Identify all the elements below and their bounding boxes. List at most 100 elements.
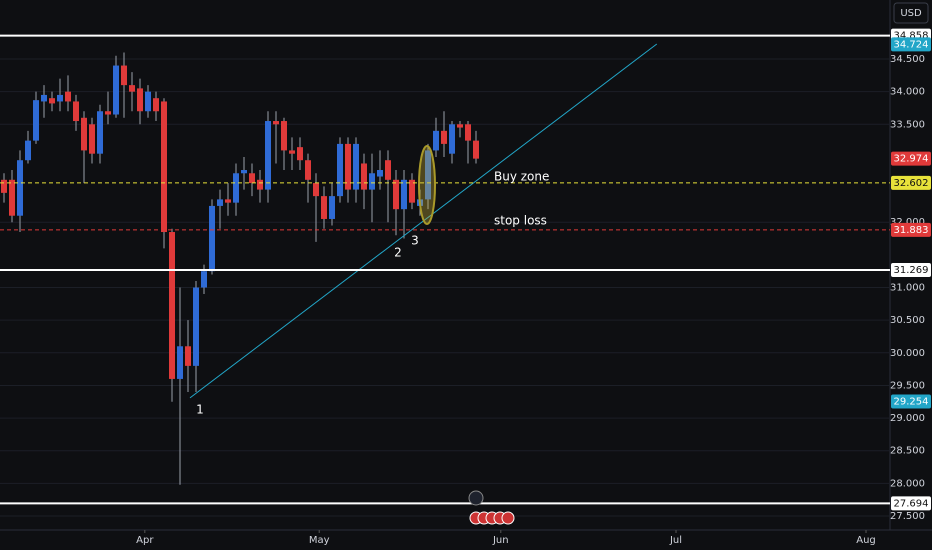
price-label-box (891, 222, 931, 237)
candle-body (41, 94, 47, 102)
currency-box[interactable] (893, 2, 929, 24)
price-label: 29.254 (894, 397, 929, 408)
y-tick-label: 27.500 (890, 511, 925, 522)
y-tick-label: 28.000 (890, 478, 925, 489)
price-label: 34.724 (894, 39, 929, 50)
price-label-box (891, 394, 931, 409)
y-tick-label: 33.500 (890, 119, 925, 130)
y-tick-label: 34.500 (890, 54, 925, 65)
candle-body (353, 143, 359, 190)
x-tick-label: May (309, 535, 330, 546)
price-label-box (891, 496, 931, 511)
candle-body (121, 65, 127, 86)
candle-body (473, 140, 479, 159)
candle-body (73, 101, 79, 122)
candle-body (361, 163, 367, 190)
candle-body (337, 143, 343, 197)
candle-body (393, 179, 399, 210)
price-label-box (891, 175, 931, 190)
candle-body (433, 130, 439, 151)
candle-body (289, 150, 295, 154)
y-tick-label: 30.000 (890, 348, 925, 359)
candle-body (377, 170, 383, 177)
price-label-box (891, 262, 931, 277)
candle-body (241, 170, 247, 174)
currency: USD (900, 8, 922, 19)
candle-body (329, 196, 335, 219)
candle-body (233, 173, 239, 203)
candle-body (217, 199, 223, 206)
candle-body (321, 196, 327, 219)
candle-body (425, 150, 431, 200)
price-label: 31.269 (894, 265, 929, 276)
y-tick-label: 31.000 (890, 283, 925, 294)
candle-body (313, 183, 319, 197)
price-label: 32.602 (894, 178, 929, 189)
candle-body (193, 287, 199, 366)
y-tick-label: 34.000 (890, 87, 925, 98)
candle-body (249, 173, 255, 184)
candle-body (49, 98, 55, 104)
candle-body (465, 124, 471, 141)
candle-body (265, 121, 271, 190)
price-label: 31.883 (894, 225, 929, 236)
candle-body (1, 179, 7, 193)
candle-body (345, 143, 351, 190)
candle-body (65, 91, 71, 102)
candle-body (257, 179, 263, 190)
candle-body (369, 173, 375, 190)
highlight-ellipse (418, 145, 436, 225)
candle-body (457, 124, 463, 128)
candle-body (153, 98, 159, 112)
candle-body (401, 179, 407, 210)
candle-body (441, 130, 447, 144)
candle-body (25, 140, 31, 161)
candle-body (385, 160, 391, 180)
candle-body (105, 111, 111, 115)
candle-body (281, 121, 287, 151)
candle-body (129, 85, 135, 92)
price-label: 32.974 (894, 154, 929, 165)
price-label: 27.694 (894, 498, 929, 509)
y-tick-label: 28.500 (890, 446, 925, 457)
x-tick-label: Apr (136, 535, 154, 546)
candle-body (201, 271, 207, 288)
candle-body (113, 65, 119, 115)
candle-body (17, 160, 23, 216)
y-tick-label: 29.500 (890, 380, 925, 391)
x-tick-label: Aug (856, 535, 876, 546)
candle-body (81, 117, 87, 151)
candle-body (9, 179, 15, 216)
candle-body (225, 199, 231, 203)
candle-body (409, 179, 415, 203)
candle-body (161, 101, 167, 233)
candle-body (89, 124, 95, 154)
candle-body (137, 88, 143, 112)
annotation: 1 (196, 403, 204, 417)
x-tick-label: Jul (669, 535, 682, 546)
candle-body (169, 232, 175, 379)
x-tick-label: Jun (492, 535, 509, 546)
candle-body (177, 346, 183, 379)
y-tick-label: 32.000 (890, 217, 925, 228)
flags[interactable] (469, 511, 515, 525)
candle-body (305, 160, 311, 180)
y-tick-label: 30.500 (890, 315, 925, 326)
candle-body (449, 124, 455, 154)
candle-body (273, 121, 279, 125)
price-label: 34.858 (894, 31, 929, 42)
candle-body (97, 111, 103, 154)
y-tick-label: 29.000 (890, 413, 925, 424)
annotation: stop loss (494, 214, 547, 228)
candle-body (57, 94, 63, 102)
event-icon[interactable] (468, 490, 484, 506)
annotation: 3 (411, 234, 419, 248)
annotation: Buy zone (494, 170, 549, 184)
price-label-box (891, 37, 931, 52)
candle-body (209, 205, 215, 272)
price-label-box (891, 151, 931, 166)
candle-body (185, 346, 191, 366)
candle-body (33, 100, 39, 141)
candle-body (297, 147, 303, 161)
